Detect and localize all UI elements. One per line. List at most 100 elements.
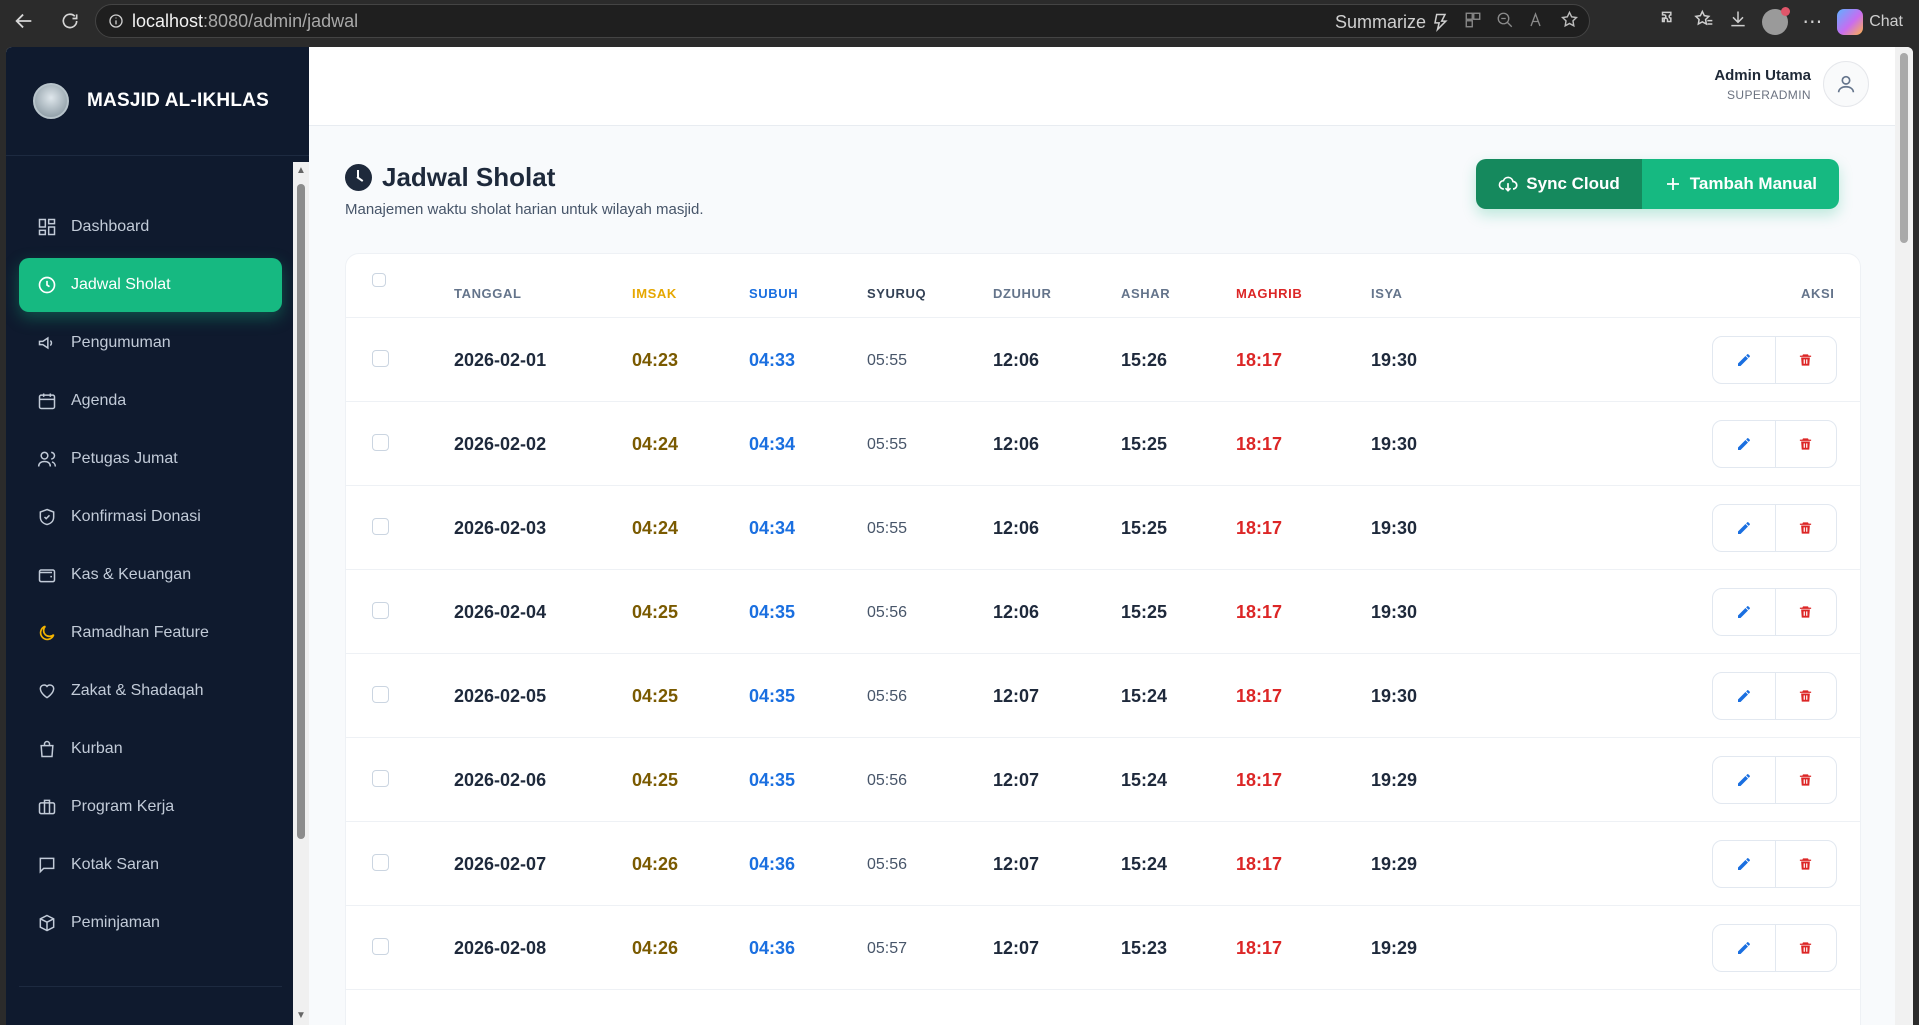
row-checkbox[interactable] — [372, 770, 389, 787]
cell-isya: 19:29 — [1371, 770, 1418, 790]
delete-button[interactable] — [1774, 757, 1837, 803]
edit-button[interactable] — [1713, 841, 1775, 887]
info-icon[interactable] — [108, 13, 124, 29]
favorites-icon[interactable] — [1694, 9, 1714, 34]
col-dzuhur: DZUHUR — [993, 286, 1052, 301]
more-icon[interactable]: ⋯ — [1802, 11, 1824, 33]
sidebar-item-jadwal-sholat[interactable]: Jadwal Sholat — [19, 258, 282, 312]
sidebar-item-program-kerja[interactable]: Program Kerja — [19, 780, 282, 834]
cell-subuh: 04:35 — [749, 686, 796, 706]
delete-button[interactable] — [1774, 589, 1837, 635]
cell-isya: 19:30 — [1371, 434, 1418, 454]
sidebar-item-petugas-jumat[interactable]: Petugas Jumat — [19, 432, 282, 486]
row-actions — [1712, 756, 1837, 804]
cell-tanggal: 2026-02-01 — [454, 350, 547, 370]
sidebar-item-kurban[interactable]: Kurban — [19, 722, 282, 776]
profile-avatar[interactable] — [1762, 6, 1791, 35]
table-row: 2026-02-07 04:26 04:36 05:56 12:07 15:24 18:17… — [346, 822, 1860, 906]
user-avatar[interactable] — [1823, 61, 1869, 107]
sidebar-item-ramadhan-feature[interactable]: Ramadhan Feature — [19, 606, 282, 660]
edit-button[interactable] — [1713, 673, 1775, 719]
scroll-up-arrow[interactable]: ▲ — [296, 165, 306, 176]
edit-button[interactable] — [1713, 421, 1775, 467]
sidebar-item-label: Dashboard — [71, 218, 150, 235]
sidebar-item-agenda[interactable]: Agenda — [19, 374, 282, 428]
edit-button[interactable] — [1713, 337, 1775, 383]
row-checkbox[interactable] — [372, 350, 389, 367]
trash-icon — [1798, 352, 1813, 368]
zoom-icon[interactable] — [1496, 11, 1514, 34]
delete-button[interactable] — [1774, 673, 1837, 719]
split-screen-icon[interactable] — [1464, 11, 1482, 34]
delete-button[interactable] — [1774, 337, 1837, 383]
brand-name: MASJID AL-IKHLAS — [87, 90, 269, 111]
sidebar-item-kas-keuangan[interactable]: Kas & Keuangan — [19, 548, 282, 602]
cell-imsak: 04:25 — [632, 686, 679, 706]
row-checkbox[interactable] — [372, 686, 389, 703]
back-icon[interactable] — [6, 3, 42, 39]
brand[interactable]: MASJID AL-IKHLAS — [6, 47, 309, 156]
sidebar-item-konfirmasi-donasi[interactable]: Konfirmasi Donasi — [19, 490, 282, 544]
cell-maghrib: 18:17 — [1236, 854, 1283, 874]
sidebar-item-peminjaman[interactable]: Peminjaman — [19, 896, 282, 950]
add-manual-button[interactable]: Tambah Manual — [1641, 159, 1839, 209]
page-scroll-thumb[interactable] — [1900, 53, 1908, 243]
row-checkbox[interactable] — [372, 434, 389, 451]
row-checkbox[interactable] — [372, 518, 389, 535]
sidebar-scroll-thumb[interactable] — [297, 184, 305, 839]
sidebar-item-pengaturan[interactable]: Pengaturan — [19, 1007, 282, 1016]
extensions-icon[interactable] — [1660, 9, 1680, 34]
row-checkbox[interactable] — [372, 938, 389, 955]
edit-button[interactable] — [1713, 589, 1775, 635]
add-manual-label: Tambah Manual — [1689, 174, 1817, 193]
cell-isya: 19:29 — [1371, 854, 1418, 874]
cell-subuh: 04:36 — [749, 938, 796, 958]
copilot-icon — [1837, 8, 1864, 35]
top-header: Admin Utama SUPERADMIN — [309, 47, 1905, 126]
table-row: 2026-02-01 04:23 04:33 05:55 12:06 15:26 18:17… — [346, 318, 1860, 402]
row-checkbox[interactable] — [372, 602, 389, 619]
cell-syuruq: 05:56 — [867, 856, 908, 873]
edit-button[interactable] — [1713, 505, 1775, 551]
cell-subuh: 04:34 — [749, 518, 796, 538]
sidebar-item-kotak-saran[interactable]: Kotak Saran — [19, 838, 282, 892]
cell-ashar: 15:25 — [1121, 602, 1168, 622]
calendar-icon — [37, 391, 57, 411]
copilot-chat-button[interactable]: Chat — [1837, 8, 1903, 35]
read-aloud-icon[interactable] — [1528, 11, 1546, 34]
sync-cloud-label: Sync Cloud — [1526, 174, 1620, 193]
sidebar-item-zakat-shadaqah[interactable]: Zakat & Shadaqah — [19, 664, 282, 718]
user-menu[interactable]: Admin Utama SUPERADMIN — [1714, 61, 1869, 107]
edit-button[interactable] — [1713, 925, 1775, 971]
row-checkbox[interactable] — [372, 854, 389, 871]
sidebar-item-label: Agenda — [71, 392, 127, 409]
sidebar-scrollbar[interactable]: ▲ ▼ — [293, 162, 309, 1025]
col-imsak: IMSAK — [632, 286, 677, 301]
sync-cloud-button[interactable]: Sync Cloud — [1476, 159, 1642, 209]
cell-subuh: 04:36 — [749, 854, 796, 874]
mosque-logo — [33, 83, 69, 119]
sidebar-item-dashboard[interactable]: Dashboard — [19, 200, 282, 254]
cell-imsak: 04:25 — [632, 602, 679, 622]
moon-icon — [37, 623, 57, 643]
reload-icon[interactable] — [52, 3, 88, 39]
cell-tanggal: 2026-02-07 — [454, 854, 547, 874]
address-bar[interactable]: localhost:8080/admin/jadwal Summarize — [95, 4, 1590, 38]
edit-button[interactable] — [1713, 757, 1775, 803]
user-role: SUPERADMIN — [1726, 87, 1811, 102]
select-all-checkbox[interactable] — [372, 273, 386, 287]
cell-dzuhur: 12:06 — [993, 602, 1040, 622]
page-scrollbar[interactable] — [1895, 47, 1913, 1025]
favorite-star-icon[interactable] — [1560, 10, 1579, 34]
delete-button[interactable] — [1774, 505, 1837, 551]
summarize-button[interactable]: Summarize — [1335, 12, 1450, 33]
cell-isya: 19:30 — [1371, 686, 1418, 706]
download-icon[interactable] — [1728, 9, 1748, 34]
delete-button[interactable] — [1774, 421, 1837, 467]
cell-maghrib: 18:17 — [1236, 518, 1283, 538]
scroll-down-arrow[interactable]: ▼ — [296, 1010, 306, 1021]
delete-button[interactable] — [1774, 841, 1837, 887]
sidebar-item-pengumuman[interactable]: Pengumuman — [19, 316, 282, 370]
delete-button[interactable] — [1774, 925, 1837, 971]
cell-ashar: 15:24 — [1121, 854, 1168, 874]
